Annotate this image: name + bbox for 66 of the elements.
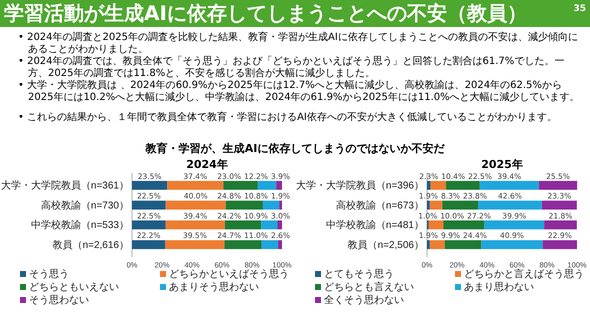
bar <box>544 220 577 230</box>
legend-label: どちらかといえばそう思う <box>169 269 289 280</box>
bar <box>430 240 445 250</box>
text: 35 <box>573 3 586 16</box>
bar <box>481 240 543 250</box>
text: 教育・学習が、生成AIに依存してしまうのではないか不安だ <box>144 141 446 156</box>
bar <box>132 220 166 230</box>
bar <box>224 240 262 250</box>
bar <box>258 180 276 190</box>
legend-label: どちらかと言えばそう思う <box>464 268 584 280</box>
chart-title: 2024年 <box>186 158 228 171</box>
text: 学習活動が生成AIに依存してしまうことへの不安（教員） <box>4 1 527 25</box>
legend-label: あまりそう思わない <box>169 282 259 293</box>
text: • 大学・大学院教員は 、2024年の60.9%から2025年には12.7%へと大幅に減少し、高校教諭は、2024年の62.5%から2025年には10.2%へと大幅に減少し、中学教諭は、2024年の61.9%から2025年には11.0%へと大幅に減少しています。 <box>18 80 580 104</box>
legend-label: とてもそう思う <box>324 269 394 280</box>
bar <box>226 200 263 210</box>
bar <box>276 180 282 190</box>
bar <box>444 220 484 230</box>
bar <box>279 200 282 210</box>
legend-label: そう思う <box>29 269 69 280</box>
legend-label: どちらともいえない <box>29 282 119 293</box>
legend-label: 全くそう思わない <box>324 294 404 306</box>
bar <box>446 180 480 190</box>
y-tick-label: 大学・大学院教員（n=396） <box>296 180 424 192</box>
bar <box>427 180 430 190</box>
bar <box>538 180 578 190</box>
y-tick-label: 高校教諭（n=673） <box>336 199 424 212</box>
y-tick-label: 教員（n=2,616） <box>52 240 129 251</box>
bar <box>427 240 430 250</box>
legend-label: あまり思わない <box>464 282 534 293</box>
bar <box>261 220 278 230</box>
bar <box>166 220 225 230</box>
y-tick-label: 中学校教諭（n=533） <box>30 219 129 232</box>
text: • 2024年の調査と2025年の調査を比較した結果、教育・学習が生成AIに依存してしまうことへの教員の不安は、減少傾向にあることがわかりました。 <box>18 32 579 56</box>
bar <box>484 220 544 230</box>
bar <box>444 240 482 250</box>
bar <box>278 240 282 250</box>
bar <box>278 220 282 230</box>
bar <box>262 240 278 250</box>
y-tick-label: 教員（n=2,506） <box>348 240 424 251</box>
bar <box>430 180 446 190</box>
y-tick-label: 大学・大学院教員（n=361） <box>0 180 129 192</box>
bar <box>166 200 226 210</box>
bar <box>478 200 542 210</box>
bar <box>165 240 225 250</box>
y-tick-label: 中学校教諭（n=481） <box>326 219 424 232</box>
bar <box>480 180 539 190</box>
bar <box>132 200 166 210</box>
text: • 2024年の調査では、教員全体で「そう思う」および「どちらかといえばそう思う」と回答した割合は61.7%でした。一方、2025年の調査では11.8%と、不安を感じる割合が大幅に減少しました。 <box>18 56 566 80</box>
bar <box>542 200 577 210</box>
legend-label: どちらとも言えない <box>324 281 414 293</box>
bar <box>223 180 258 190</box>
text: • これらの結果から、１年間で教員全体で教育・学習におけるAI依存への不安が大きく低減していることがわかります。 <box>18 112 558 124</box>
bar <box>427 200 430 210</box>
bar <box>442 200 478 210</box>
bar <box>428 220 444 230</box>
bar <box>132 240 166 250</box>
bar <box>262 200 280 210</box>
bar <box>224 220 262 230</box>
chart-title: 2025年 <box>481 158 523 171</box>
legend-label: そう思わない <box>29 295 89 306</box>
bar <box>542 240 577 250</box>
bar <box>167 180 224 190</box>
bar <box>132 180 168 190</box>
y-tick-label: 高校教諭（n=730） <box>40 199 129 212</box>
bar <box>430 200 442 210</box>
